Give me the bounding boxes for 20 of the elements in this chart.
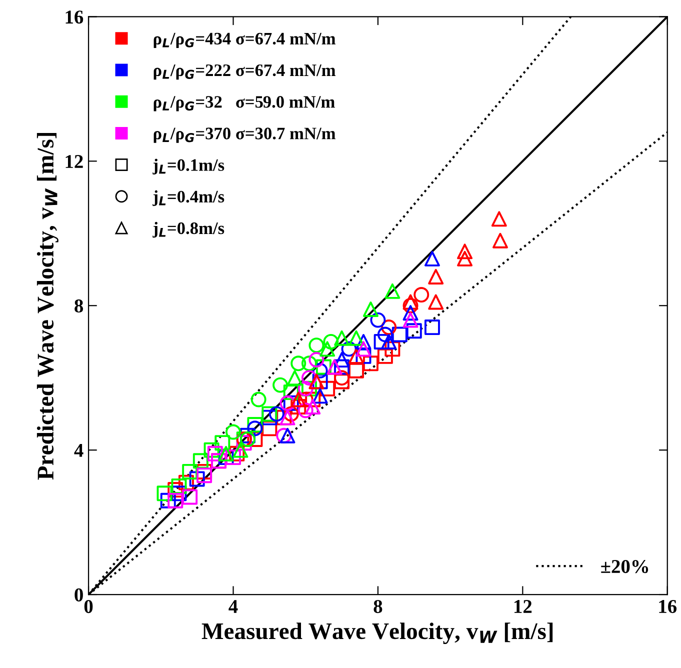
y-axis-title: Predicted Wave Velocity, v$_{W}$ [m/s] <box>36 132 58 480</box>
y-tick-label: 8 <box>74 299 84 313</box>
annotation: j$_{L}$=0.4m/s <box>152 190 224 206</box>
annotation: j$_{L}$=0.8m/s <box>152 222 224 238</box>
y-tick-label: 12 <box>66 155 83 168</box>
y-tick-label: 16 <box>66 10 84 24</box>
legend-label: ±20% <box>601 560 648 574</box>
annotation: ρ$_{L}$/ρ$_{G}$=370 σ=30.7 mN/m <box>154 128 336 143</box>
annotation: j$_{L}$=0.1m/s <box>152 158 224 174</box>
annotation: ρ$_{L}$/ρ$_{G}$=434 σ=67.4 mN/m <box>154 32 336 48</box>
x-tick-label: 12 <box>514 600 532 613</box>
x-tick-label: 16 <box>659 600 677 614</box>
annotation: ρ$_{L}$/ρ$_{G}$=222 σ=67.4 mN/m <box>154 64 336 80</box>
x-tick-label: 8 <box>374 600 382 614</box>
x-axis-title: Measured Wave Velocity, v$_{W}$ [m/s] <box>202 622 553 644</box>
y-tick-label: 4 <box>74 444 84 457</box>
x-tick-label: 0 <box>84 600 93 614</box>
y-tick-label: 0 <box>74 588 83 602</box>
annotation: ρ$_{L}$/ρ$_{G}$=32 σ=59.0 mN/m <box>154 96 335 112</box>
x-tick-label: 4 <box>228 600 238 613</box>
